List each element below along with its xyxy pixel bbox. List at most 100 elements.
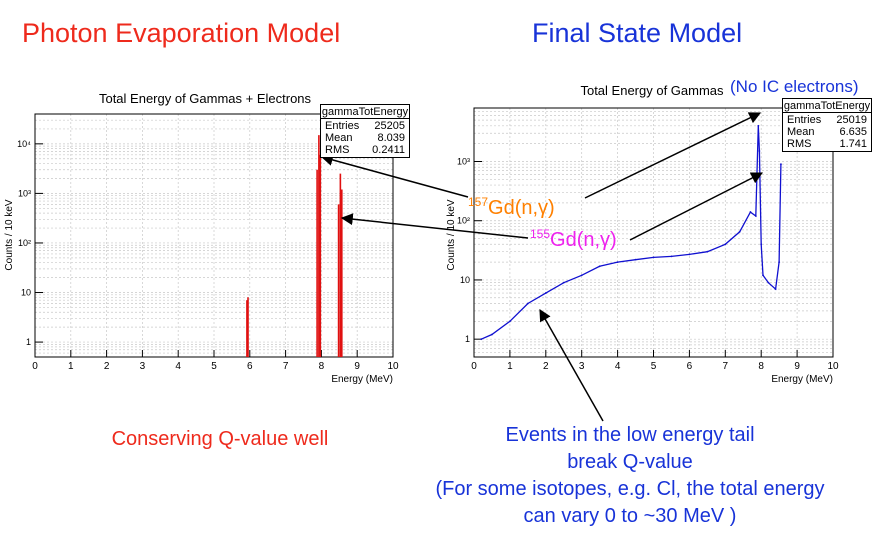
x-tick-label: 1 xyxy=(507,361,513,372)
spectrum-point xyxy=(652,256,655,259)
x-tick-label: 2 xyxy=(104,361,110,372)
x-tick-label: 6 xyxy=(687,361,693,372)
caption-line: can vary 0 to ~30 MeV ) xyxy=(523,505,737,527)
x-tick-label: 4 xyxy=(615,361,621,372)
spectrum-point xyxy=(749,211,752,213)
y-axis-label: Counts / 10 keV xyxy=(4,199,15,270)
caption-line: (For some isotopes, e.g. Cl, the total e… xyxy=(435,478,825,500)
stats-rms: 1.741 xyxy=(839,138,867,150)
x-tick-label: 10 xyxy=(387,361,399,372)
x-tick-label: 9 xyxy=(354,361,360,372)
spectrum-point xyxy=(544,292,547,294)
left-caption: Conserving Q-value well xyxy=(111,428,329,450)
spectrum-point xyxy=(738,230,741,233)
spectrum-point xyxy=(670,255,673,258)
y-axis-label: Counts / 10 keV xyxy=(446,199,457,270)
x-tick-label: 0 xyxy=(32,361,38,372)
x-tick-label: 3 xyxy=(140,361,146,372)
spectrum-point xyxy=(598,265,601,268)
spectrum-point xyxy=(634,258,637,261)
label-gd155: 155Gd(n,γ) xyxy=(530,227,617,251)
x-tick-label: 0 xyxy=(471,361,477,372)
spectrum-point xyxy=(762,274,764,277)
spectrum-point xyxy=(724,243,727,246)
stats-mean: 6.635 xyxy=(839,126,867,138)
spectrum-point xyxy=(526,302,529,305)
caption-line: break Q-value xyxy=(567,451,693,473)
x-tick-label: 7 xyxy=(283,361,289,372)
arrow-gd155-right xyxy=(629,172,764,241)
stats-name: gammaTotEnergy xyxy=(321,106,409,119)
spectrum-point xyxy=(616,261,619,264)
spectrum-point xyxy=(780,163,782,166)
isotope-reaction: Gd(n,γ) xyxy=(550,229,617,251)
y-tick-label: 10 xyxy=(21,288,31,298)
stats-mean-label: Mean xyxy=(325,132,353,144)
spectrum-point xyxy=(491,333,493,336)
stats-box-left: gammaTotEnergy Entries 25205 Mean 8.039 RM… xyxy=(320,104,410,158)
stats-entries-label: Entries xyxy=(325,120,360,132)
x-tick-label: 10 xyxy=(827,361,839,372)
chart-title: Total Energy of Gammas xyxy=(580,83,724,98)
spectrum-point xyxy=(509,320,511,323)
spectrum-point xyxy=(706,250,709,253)
x-tick-label: 8 xyxy=(758,361,764,372)
y-tick-label: 1 xyxy=(26,337,31,347)
stats-entries: 25019 xyxy=(836,114,867,126)
spectrum-point xyxy=(754,215,757,217)
x-tick-label: 4 xyxy=(175,361,181,372)
spectrum-point xyxy=(688,253,691,256)
right-heading: Final State Model xyxy=(532,18,743,48)
isotope-number: 155 xyxy=(530,227,550,241)
isotope-reaction: Gd(n,γ) xyxy=(488,197,555,219)
stats-box-right: gammaTotEnergy Entries 25019 Mean 6.635 RM… xyxy=(782,98,872,152)
y-tick-label: 10 xyxy=(460,275,470,285)
spectrum-line xyxy=(480,125,782,340)
left-heading: Photon Evaporation Model xyxy=(22,18,341,48)
stats-rms: 0.2411 xyxy=(372,144,405,156)
label-gd157: 157Gd(n,γ) xyxy=(468,195,555,219)
spectrum-point xyxy=(580,274,583,277)
y-tick-label: 10³ xyxy=(457,156,470,166)
x-tick-label: 8 xyxy=(319,361,325,372)
spectrum-point xyxy=(767,281,770,284)
stats-name: gammaTotEnergy xyxy=(783,100,871,113)
spectrum-point xyxy=(480,338,483,341)
chart-title-extra: (No IC electrons) xyxy=(730,77,858,96)
x-axis-label: Energy (MeV) xyxy=(771,374,833,385)
arrow-gd157-right xyxy=(584,112,762,199)
stats-entries-label: Entries xyxy=(787,114,822,126)
y-tick-label: 1 xyxy=(465,334,470,344)
spectrum-point xyxy=(778,261,781,264)
x-tick-label: 9 xyxy=(794,361,800,372)
stats-rms-label: RMS xyxy=(787,138,812,150)
chart-title: Total Energy of Gammas + Electrons xyxy=(99,91,312,106)
spectrum-point xyxy=(760,243,763,246)
arrow-gd157-left xyxy=(320,154,469,198)
x-tick-label: 6 xyxy=(247,361,253,372)
caption-line: Events in the low energy tail xyxy=(505,424,755,446)
x-tick-label: 1 xyxy=(68,361,74,372)
isotope-number: 157 xyxy=(468,195,488,209)
x-tick-label: 5 xyxy=(651,361,657,372)
stats-mean: 8.039 xyxy=(377,132,405,144)
y-tick-label: 10³ xyxy=(18,188,31,198)
spectrum-point xyxy=(562,281,565,284)
spectrum-point xyxy=(774,288,777,291)
y-tick-label: 10⁴ xyxy=(17,139,31,149)
spectrum-point xyxy=(758,150,761,152)
right-caption: Events in the low energy tail break Q-va… xyxy=(380,422,880,530)
spectrum-point xyxy=(757,124,760,127)
x-tick-label: 3 xyxy=(579,361,585,372)
stats-mean-label: Mean xyxy=(787,126,815,138)
stats-rms-label: RMS xyxy=(325,144,350,156)
x-tick-label: 7 xyxy=(723,361,729,372)
x-axis-label: Energy (MeV) xyxy=(331,374,393,385)
x-tick-label: 2 xyxy=(543,361,549,372)
stats-entries: 25205 xyxy=(374,120,405,132)
arrow-gd155-left xyxy=(340,213,529,239)
y-tick-label: 10² xyxy=(18,238,31,248)
x-tick-label: 5 xyxy=(211,361,217,372)
arrow-low-tail xyxy=(539,308,604,422)
